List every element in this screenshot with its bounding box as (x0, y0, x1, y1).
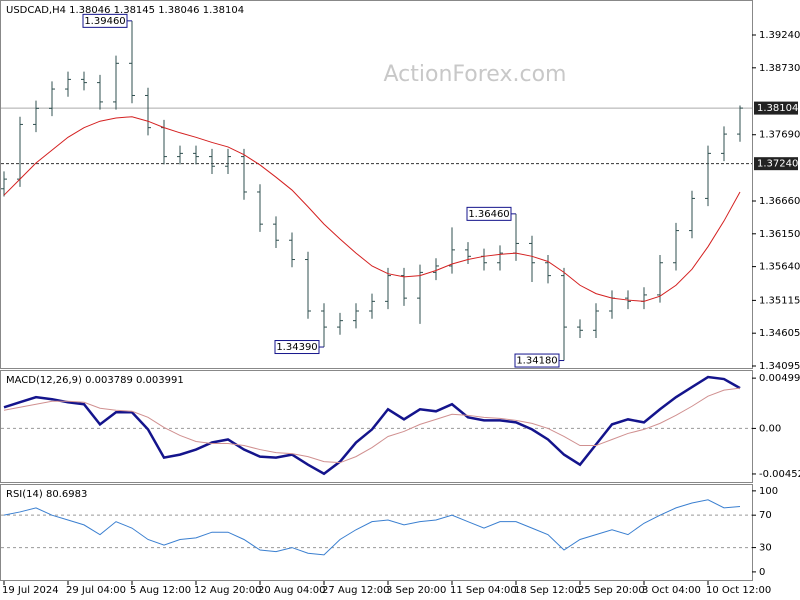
y-tick-label: 1.36660 (759, 196, 800, 207)
level-tag (754, 157, 798, 171)
price-tag-label: 1.38104 (757, 103, 798, 114)
y-tick-label: 1.39240 (759, 30, 800, 41)
x-tick-label: 29 Jul 04:00 (66, 585, 126, 596)
y-tick-label: -0.004522 (759, 469, 800, 480)
annotation-label: 1.36460 (468, 209, 509, 220)
x-tick-label: 27 Aug 12:00 (322, 585, 389, 596)
y-tick-label: 1.34605 (759, 328, 800, 339)
series-line (3, 375, 741, 476)
series-line (3, 387, 741, 464)
annotation-label: 1.34390 (276, 342, 317, 353)
panel-title: USDCAD,H4 1.38046 1.38145 1.38046 1.3810… (6, 5, 244, 16)
x-tick-label: 12 Aug 20:00 (194, 585, 261, 596)
annotation-box (514, 353, 560, 368)
y-tick-label: 1.38730 (759, 63, 800, 74)
annotation-box (274, 340, 320, 355)
x-tick-label: 18 Sep 12:00 (514, 585, 581, 596)
x-tick-label: 5 Aug 12:00 (130, 585, 191, 596)
x-tick-label: 19 Jul 2024 (2, 585, 59, 596)
panel-title: MACD(12,26,9) 0.003789 0.003991 (6, 375, 184, 386)
y-tick-label: 1.36150 (759, 229, 800, 240)
y-tick-label: 1.35115 (759, 295, 800, 306)
y-tick-label: 1.37690 (759, 130, 800, 141)
x-tick-label: 3 Oct 04:00 (642, 585, 701, 596)
annotation-label: 1.34180 (516, 356, 557, 367)
y-tick-label: 0.00 (759, 423, 781, 434)
x-tick-label: 10 Oct 12:00 (706, 585, 771, 596)
panel-frame (0, 370, 753, 483)
annotation-box (82, 13, 128, 28)
y-tick-label: 70 (759, 510, 772, 521)
series-line (3, 116, 741, 302)
x-tick-label: 25 Sep 20:00 (578, 585, 645, 596)
price-tag (754, 101, 798, 115)
annotation-label: 1.39460 (84, 16, 125, 27)
x-tick-label: 20 Aug 04:00 (258, 585, 325, 596)
annotation-box (466, 206, 512, 221)
series-line (3, 499, 741, 556)
y-tick-label: 100 (759, 486, 778, 497)
level-tag-label: 1.37240 (757, 159, 798, 170)
x-tick-label: 3 Sep 20:00 (386, 585, 446, 596)
y-tick-label: 1.35640 (759, 262, 800, 273)
watermark: ActionForex.com (384, 62, 567, 87)
panel-frame (0, 484, 753, 581)
y-tick-label: 1.34095 (759, 361, 800, 372)
x-tick-label: 11 Sep 04:00 (450, 585, 517, 596)
y-tick-label: 0.00499 (759, 373, 800, 384)
y-tick-label: 30 (759, 543, 772, 554)
panel-title: RSI(14) 80.6983 (6, 489, 87, 500)
panel-frame (0, 0, 753, 369)
y-tick-label: 0 (759, 567, 765, 578)
